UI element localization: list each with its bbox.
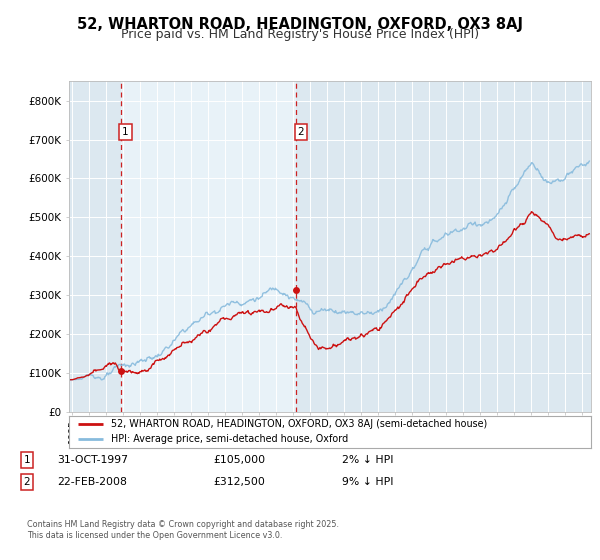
Text: HPI: Average price, semi-detached house, Oxford: HPI: Average price, semi-detached house,… (111, 434, 348, 444)
Text: 2: 2 (23, 477, 31, 487)
Text: Price paid vs. HM Land Registry's House Price Index (HPI): Price paid vs. HM Land Registry's House … (121, 28, 479, 41)
Text: 31-OCT-1997: 31-OCT-1997 (57, 455, 128, 465)
Text: 9% ↓ HPI: 9% ↓ HPI (342, 477, 394, 487)
Text: 22-FEB-2008: 22-FEB-2008 (57, 477, 127, 487)
Text: 1: 1 (23, 455, 31, 465)
Bar (121, 81, 296, 412)
Text: £312,500: £312,500 (213, 477, 265, 487)
Text: 2: 2 (298, 127, 304, 137)
Text: 2% ↓ HPI: 2% ↓ HPI (342, 455, 394, 465)
Text: Contains HM Land Registry data © Crown copyright and database right 2025.
This d: Contains HM Land Registry data © Crown c… (27, 520, 339, 540)
Text: 52, WHARTON ROAD, HEADINGTON, OXFORD, OX3 8AJ: 52, WHARTON ROAD, HEADINGTON, OXFORD, OX… (77, 17, 523, 32)
Text: £105,000: £105,000 (213, 455, 265, 465)
Text: 52, WHARTON ROAD, HEADINGTON, OXFORD, OX3 8AJ (semi-detached house): 52, WHARTON ROAD, HEADINGTON, OXFORD, OX… (111, 419, 487, 430)
Text: 1: 1 (122, 127, 129, 137)
